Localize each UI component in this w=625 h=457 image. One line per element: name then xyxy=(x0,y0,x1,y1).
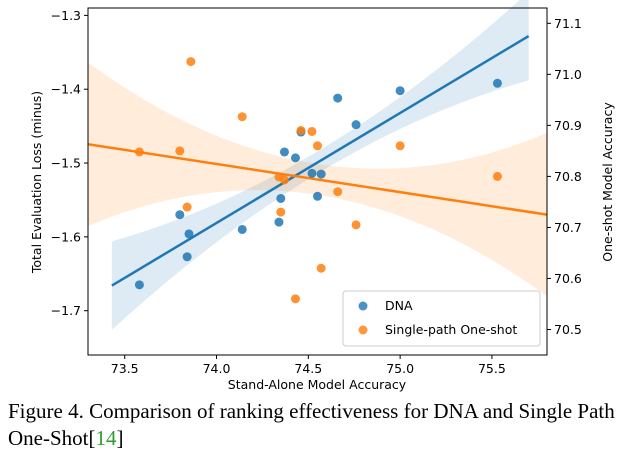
x-tick-label: 73.5 xyxy=(111,361,139,376)
data-point-single-path xyxy=(276,207,286,217)
regression-line-dna xyxy=(111,34,530,287)
data-point-single-path xyxy=(290,294,300,304)
y-axis-label: Total Evaluation Loss (minus) xyxy=(29,91,44,274)
legend-label-dna: DNA xyxy=(385,298,413,313)
data-point-single-path xyxy=(237,112,247,122)
y2-tick-label: 70.6 xyxy=(554,271,582,286)
x-tick-label: 75.0 xyxy=(386,361,414,376)
y2-tick-label: 71.1 xyxy=(554,16,582,31)
data-point-dna xyxy=(492,78,502,88)
x-axis-label: Stand-Alone Model Accuracy xyxy=(228,377,407,392)
data-point-single-path xyxy=(313,141,322,151)
data-point-dna xyxy=(395,86,405,96)
y2-axis-ticks: 71.1 71.0 70.9 70.8 70.7 70.6 70.5 xyxy=(547,16,582,337)
y2-tick-label: 70.7 xyxy=(554,220,582,235)
data-point-single-path xyxy=(279,175,289,185)
plot-frame xyxy=(87,7,548,356)
x-tick-label: 75.5 xyxy=(478,361,506,376)
chart: 73.5 74.0 74.5 75.0 75.5 −1.3−1.4−1.5−1.6−1.… xyxy=(29,0,615,392)
y-tick-label: −1.5 xyxy=(51,156,81,171)
data-point-dna xyxy=(237,224,247,234)
data-point-dna xyxy=(333,93,343,103)
data-point-dna xyxy=(313,191,322,201)
legend-box xyxy=(342,290,541,347)
data-point-single-path xyxy=(333,187,343,197)
data-point-single-path xyxy=(182,202,192,212)
data-point-single-path xyxy=(492,171,502,181)
x-axis-ticks: 73.5 74.0 74.5 75.0 75.5 xyxy=(111,355,506,376)
y-axis-ticks: −1.3 −1.4 −1.5 −1.6 −1.7 xyxy=(51,8,88,318)
caption-close-bracket: ] xyxy=(116,426,124,450)
x-tick-label: 74.0 xyxy=(203,361,231,376)
data-point-single-path xyxy=(307,126,317,136)
data-point-single-path xyxy=(395,141,405,151)
y-tick-label: −1.6 xyxy=(51,229,81,244)
y2-tick-label: 70.5 xyxy=(554,322,582,337)
regression-lines xyxy=(87,34,548,287)
data-point-dna xyxy=(307,168,317,178)
data-point-dna xyxy=(134,280,144,290)
data-point-single-path xyxy=(134,147,144,157)
y2-axis-label: One-shot Model Accuracy xyxy=(600,102,615,262)
regression-line-single-path xyxy=(87,143,548,216)
data-point-single-path xyxy=(351,220,361,230)
data-point-dna xyxy=(290,153,300,163)
figure-caption: Figure 4. Comparison of ranking effectiv… xyxy=(8,398,620,452)
y2-tick-label: 71.0 xyxy=(554,67,582,82)
data-point-dna xyxy=(351,120,361,130)
y-tick-label: −1.3 xyxy=(51,8,81,23)
y2-tick-label: 70.8 xyxy=(554,169,582,184)
data-point-dna xyxy=(184,229,194,239)
data-point-single-path xyxy=(316,263,326,273)
legend-label-single-path: Single-path One-shot xyxy=(385,322,517,337)
data-point-dna xyxy=(182,252,192,262)
caption-text: Figure 4. Comparison of ranking effectiv… xyxy=(8,399,615,450)
data-points xyxy=(134,57,502,304)
y-tick-label: −1.4 xyxy=(51,82,81,97)
data-point-single-path xyxy=(186,57,196,67)
data-point-single-path xyxy=(296,125,306,135)
data-point-dna xyxy=(276,193,286,203)
confidence-bands xyxy=(88,0,547,330)
legend-marker-single-path xyxy=(358,325,368,335)
data-point-dna xyxy=(274,217,284,227)
caption-reference-link[interactable]: 14 xyxy=(95,426,117,450)
data-point-dna xyxy=(279,147,289,157)
data-point-single-path xyxy=(175,146,185,156)
y2-tick-label: 70.9 xyxy=(554,118,582,133)
legend-marker-dna xyxy=(358,301,368,311)
data-point-dna xyxy=(175,210,185,220)
y-tick-label: −1.7 xyxy=(51,303,81,318)
confidence-band-dna xyxy=(111,0,529,330)
x-tick-label: 74.5 xyxy=(294,361,322,376)
data-point-dna xyxy=(316,169,326,179)
legend: DNA Single-path One-shot xyxy=(342,290,541,347)
